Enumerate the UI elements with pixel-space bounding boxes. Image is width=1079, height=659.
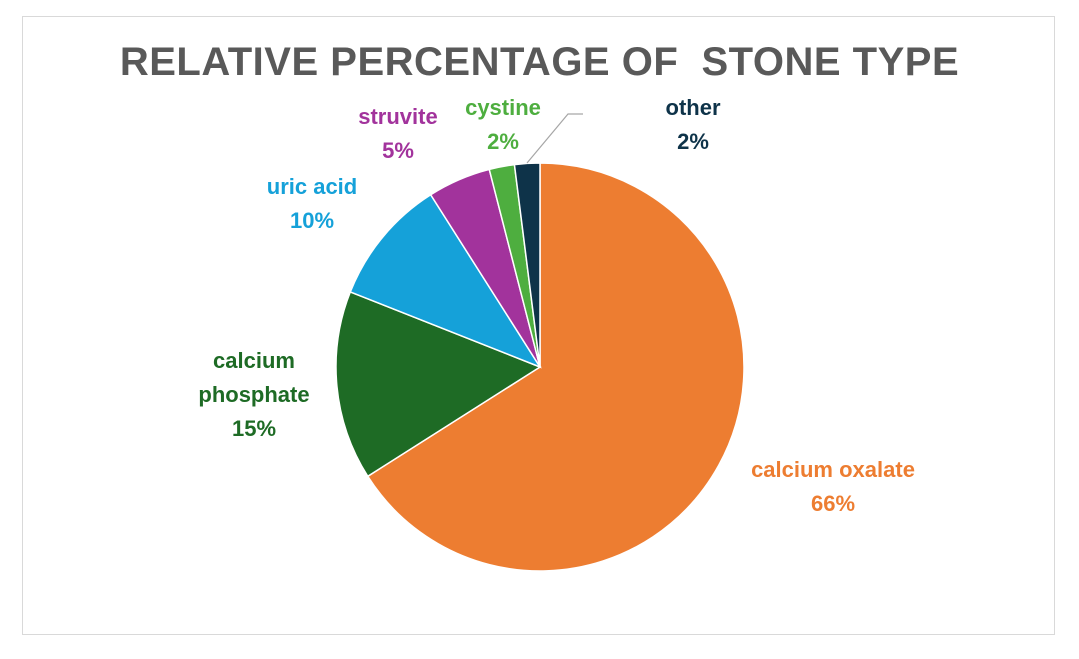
label-struvite-name: struvite [358,104,438,129]
label-calcium-phosphate: calcium phosphate 15% [184,344,324,446]
label-uric-acid-name: uric acid [266,174,358,199]
label-struvite: struvite 5% [343,100,453,168]
label-calcium-phosphate-name-1: calcium [213,348,295,373]
label-calcium-oxalate-name: calcium oxalate [751,457,915,482]
pie-slice-other [513,162,541,368]
pie-slice-calcium-phosphate [335,290,542,478]
label-uric-acid-value: 10% [289,208,335,233]
pie-slice-calcium-oxalate [366,162,745,572]
label-other-name: other [665,95,721,120]
label-other: other 2% [643,91,743,159]
pie-slice-uric-acid [349,193,542,369]
label-calcium-oxalate: calcium oxalate 66% [733,453,933,521]
label-calcium-phosphate-value: 15% [231,416,277,441]
leader-line-other [526,113,583,164]
label-cystine: cystine 2% [453,91,553,159]
label-cystine-value: 2% [487,129,519,154]
label-calcium-oxalate-value: 66% [810,491,856,516]
label-calcium-phosphate-name-2: phosphate [198,382,310,407]
label-uric-acid: uric acid 10% [252,170,372,238]
chart-title: RELATIVE PERCENTAGE OF STONE TYPE [119,40,960,84]
label-cystine-name: cystine [465,95,541,120]
label-other-value: 2% [677,129,709,154]
label-struvite-value: 5% [382,138,414,163]
